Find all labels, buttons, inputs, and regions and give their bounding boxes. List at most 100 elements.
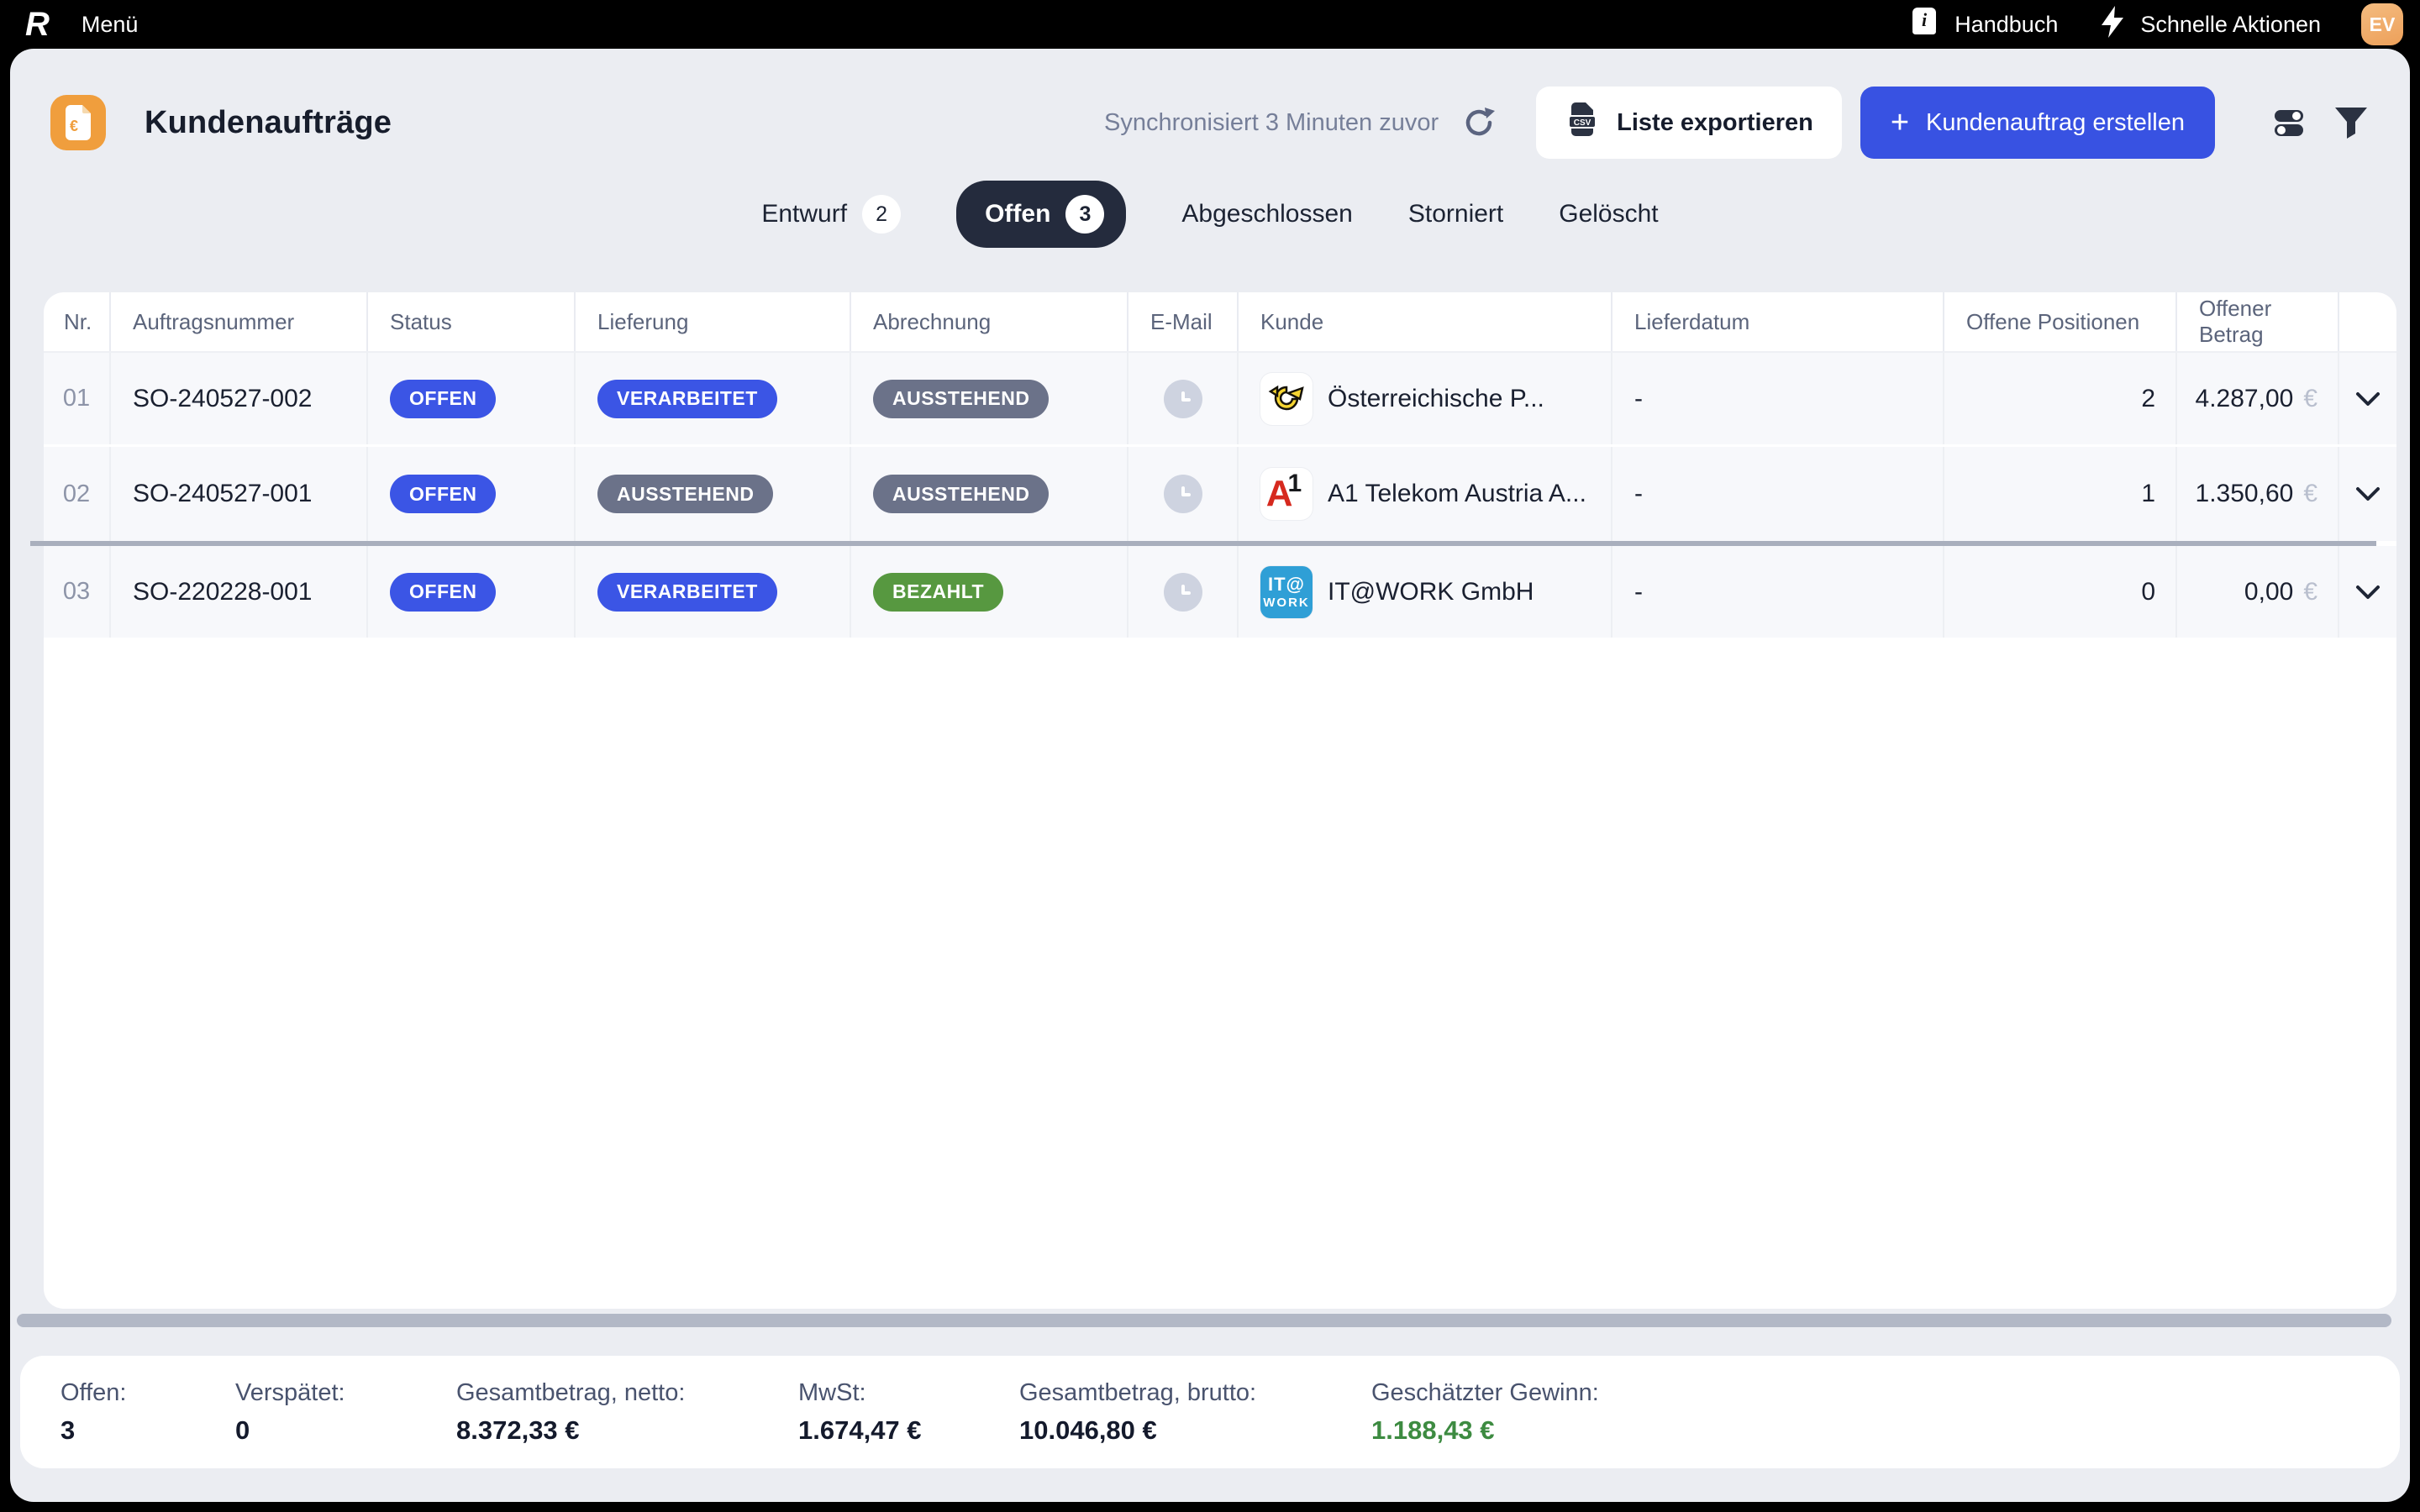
summary-label: Verspätet: xyxy=(235,1378,345,1406)
page-header: € Kundenaufträge Synchronisiert 3 Minute… xyxy=(50,82,2373,163)
create-order-button[interactable]: + Kundenauftrag erstellen xyxy=(1860,87,2215,159)
customer-name: A1 Telekom Austria A... xyxy=(1328,480,1586,507)
customer-name: Österreichische P... xyxy=(1328,384,1544,412)
refresh-icon[interactable] xyxy=(1460,104,1497,141)
tab-entwurf-label: Entwurf xyxy=(761,200,848,228)
svg-text:CSV: CSV xyxy=(1574,118,1591,128)
filter-icon[interactable] xyxy=(2329,101,2373,144)
horizontal-scrollbar[interactable] xyxy=(17,1314,2391,1327)
summary-mwst: MwSt: 1.674,47 € xyxy=(798,1379,1019,1446)
summary-netto: Gesamtbetrag, netto: 8.372,33 € xyxy=(456,1379,798,1446)
open-positions: 1 xyxy=(1943,447,2175,541)
summary-value: 10.046,80 € xyxy=(1019,1415,1157,1445)
delivery-date: - xyxy=(1611,546,1943,638)
tab-geloescht[interactable]: Gelöscht xyxy=(1559,200,1658,228)
currency-symbol: € xyxy=(2303,480,2317,507)
orders-table: Nr. Auftragsnummer Status Lieferung Abre… xyxy=(30,292,2396,1309)
header-actions: Synchronisiert 3 Minuten zuvor CSV Liste… xyxy=(1104,87,2373,159)
lightning-bolt-icon xyxy=(2098,5,2127,45)
open-amount: 1.350,60 xyxy=(2195,480,2294,507)
summary-value: 8.372,33 € xyxy=(456,1415,580,1445)
col-header-status: Status xyxy=(366,292,574,351)
customer-name: IT@WORK GmbH xyxy=(1328,577,1534,606)
tab-storniert[interactable]: Storniert xyxy=(1408,200,1503,228)
summary-label: Offen: xyxy=(60,1378,127,1406)
delivery-badge: AUSSTEHEND xyxy=(597,475,774,513)
tab-abgeschlossen[interactable]: Abgeschlossen xyxy=(1181,200,1352,228)
main-panel: € Kundenaufträge Synchronisiert 3 Minute… xyxy=(10,49,2410,1502)
row-group-divider xyxy=(30,541,2376,546)
summary-offen: Offen: 3 xyxy=(60,1379,235,1446)
col-header-lieferdatum: Lieferdatum xyxy=(1611,292,1943,351)
tab-entwurf[interactable]: Entwurf 2 xyxy=(761,195,902,234)
billing-badge: AUSSTEHEND xyxy=(873,475,1050,513)
handbook-button[interactable]: i Handbuch xyxy=(1907,5,2058,45)
quick-actions-button[interactable]: Schnelle Aktionen xyxy=(2098,5,2321,45)
order-number: SO-240527-002 xyxy=(109,353,366,444)
table-row[interactable]: 03 SO-220228-001 OFFEN VERARBEITET BEZAH… xyxy=(44,546,2396,640)
delivery-date: - xyxy=(1611,353,1943,444)
summary-value: 1.188,43 € xyxy=(1371,1415,1495,1445)
summary-bar: Offen: 3 Verspätet: 0 Gesamtbetrag, nett… xyxy=(20,1356,2400,1468)
customer-logo-post xyxy=(1260,372,1313,425)
delivery-badge: VERARBEITET xyxy=(597,379,777,418)
csv-file-icon: CSV xyxy=(1565,102,1600,144)
open-amount: 4.287,00 xyxy=(2195,384,2294,412)
status-badge: OFFEN xyxy=(390,379,497,418)
currency-symbol: € xyxy=(2303,577,2317,606)
table-row[interactable]: 01 SO-240527-002 OFFEN VERARBEITET AUSST… xyxy=(44,353,2396,447)
page-title: Kundenaufträge xyxy=(145,104,392,140)
brand-logo-icon[interactable]: R xyxy=(25,6,50,43)
quick-actions-label: Schnelle Aktionen xyxy=(2140,11,2321,37)
summary-brutto: Gesamtbetrag, brutto: 10.046,80 € xyxy=(1019,1379,1371,1446)
tab-geloescht-label: Gelöscht xyxy=(1559,200,1659,228)
billing-badge: BEZAHLT xyxy=(873,572,1004,612)
col-header-auftragsnummer: Auftragsnummer xyxy=(109,292,366,351)
email-pending-clock-icon xyxy=(1163,572,1202,612)
col-header-kunde: Kunde xyxy=(1237,292,1611,351)
col-header-nr: Nr. xyxy=(64,308,92,334)
top-bar: R Menü i Handbuch Schnelle Aktionen EV xyxy=(0,0,2420,49)
col-header-expand xyxy=(2338,292,2396,351)
topbar-right: i Handbuch Schnelle Aktionen EV xyxy=(1907,3,2403,45)
col-header-offener-betrag: Offener Betrag xyxy=(2175,292,2338,351)
summary-verspaetet: Verspätet: 0 xyxy=(235,1379,456,1446)
table-header-row: Nr. Auftragsnummer Status Lieferung Abre… xyxy=(44,292,2396,353)
view-settings-icon[interactable] xyxy=(2267,101,2311,144)
col-header-abrechnung: Abrechnung xyxy=(850,292,1127,351)
email-pending-clock-icon xyxy=(1163,475,1202,513)
sales-orders-app-icon: € xyxy=(50,95,106,150)
tab-offen-count-badge: 3 xyxy=(1065,195,1105,234)
expand-row-button[interactable] xyxy=(2338,447,2396,541)
table-row[interactable]: 02 SO-240527-001 OFFEN AUSSTEHEND AUSSTE… xyxy=(44,447,2396,541)
summary-value: 3 xyxy=(60,1415,76,1445)
summary-value: 1.674,47 € xyxy=(798,1415,922,1445)
row-number: 01 xyxy=(62,385,91,412)
tab-entwurf-count-badge: 2 xyxy=(862,195,902,234)
summary-label: MwSt: xyxy=(798,1378,866,1406)
tab-offen[interactable]: Offen 3 xyxy=(956,181,1127,248)
billing-badge: AUSSTEHEND xyxy=(873,379,1050,418)
currency-symbol: € xyxy=(2303,384,2317,412)
plus-icon: + xyxy=(1890,105,1910,140)
export-list-button[interactable]: CSV Liste exportieren xyxy=(1536,87,1842,159)
col-header-email: E-Mail xyxy=(1127,292,1237,351)
avatar[interactable]: EV xyxy=(2361,3,2403,45)
open-positions: 0 xyxy=(1943,546,2175,638)
order-number: SO-220228-001 xyxy=(109,546,366,638)
col-header-lieferung: Lieferung xyxy=(574,292,850,351)
row-number: 02 xyxy=(62,480,91,507)
customer-logo-itwork: IT@ WORK xyxy=(1260,565,1313,618)
expand-row-button[interactable] xyxy=(2338,546,2396,638)
order-number: SO-240527-001 xyxy=(109,447,366,541)
create-order-label: Kundenauftrag erstellen xyxy=(1926,108,2185,136)
menu-button[interactable]: Menü xyxy=(81,11,139,37)
expand-row-button[interactable] xyxy=(2338,353,2396,444)
tab-offen-label: Offen xyxy=(985,200,1051,228)
export-list-label: Liste exportieren xyxy=(1617,108,1813,136)
status-badge: OFFEN xyxy=(390,572,497,612)
col-header-offene-positionen: Offene Positionen xyxy=(1943,292,2175,351)
delivery-date: - xyxy=(1611,447,1943,541)
svg-text:€: € xyxy=(70,118,78,134)
